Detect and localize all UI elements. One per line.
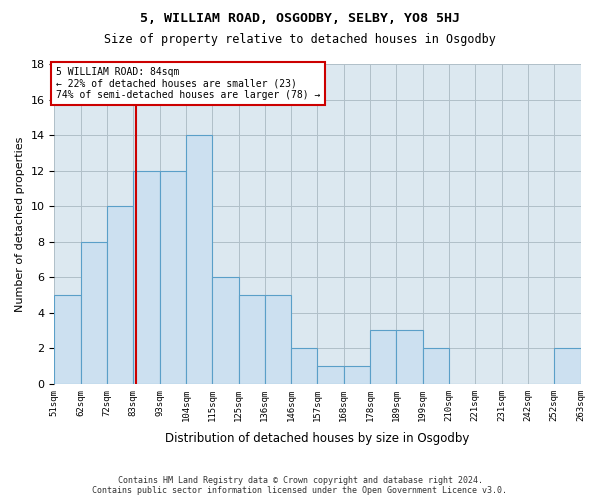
Text: 5, WILLIAM ROAD, OSGODBY, SELBY, YO8 5HJ: 5, WILLIAM ROAD, OSGODBY, SELBY, YO8 5HJ — [140, 12, 460, 26]
Bar — [133, 170, 160, 384]
Bar — [554, 348, 581, 384]
Bar — [81, 242, 107, 384]
Bar — [344, 366, 370, 384]
Text: Contains HM Land Registry data © Crown copyright and database right 2024.
Contai: Contains HM Land Registry data © Crown c… — [92, 476, 508, 495]
X-axis label: Distribution of detached houses by size in Osgodby: Distribution of detached houses by size … — [165, 432, 470, 445]
Bar — [160, 170, 186, 384]
Bar — [370, 330, 397, 384]
Bar — [212, 277, 239, 384]
Bar — [317, 366, 344, 384]
Y-axis label: Number of detached properties: Number of detached properties — [15, 136, 25, 312]
Bar — [265, 295, 291, 384]
Bar — [291, 348, 317, 384]
Bar — [422, 348, 449, 384]
Bar — [239, 295, 265, 384]
Bar — [397, 330, 422, 384]
Bar — [186, 135, 212, 384]
Text: 5 WILLIAM ROAD: 84sqm
← 22% of detached houses are smaller (23)
74% of semi-deta: 5 WILLIAM ROAD: 84sqm ← 22% of detached … — [56, 66, 320, 100]
Bar — [55, 295, 81, 384]
Bar — [107, 206, 133, 384]
Text: Size of property relative to detached houses in Osgodby: Size of property relative to detached ho… — [104, 32, 496, 46]
